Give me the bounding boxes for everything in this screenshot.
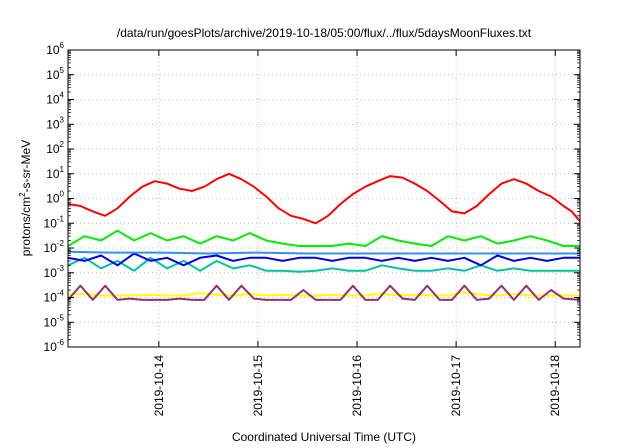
series-lines	[67, 172, 581, 301]
y-tick-label: 10-5	[44, 313, 65, 329]
y-tick-exponent: 4	[60, 91, 65, 100]
series-line	[67, 291, 580, 297]
y-tick-exponent: -3	[57, 264, 65, 273]
x-axis: 2019-10-14 2019-10-15 2019-10-16 2019-10-17…	[152, 50, 562, 416]
y-tick-label: 103	[46, 115, 64, 131]
y-axis: 10-610-510-410-310-210-11001011021031041…	[44, 41, 580, 354]
x-tick-label: 2019-10-15	[251, 355, 265, 417]
y-tick-base: 10	[46, 167, 60, 181]
y-tick-label: 10-3	[44, 264, 65, 280]
y-tick-exponent: -1	[57, 214, 65, 223]
y-tick-exponent: -4	[57, 289, 65, 298]
y-tick-base: 10	[46, 43, 60, 57]
series-line	[67, 229, 580, 247]
x-tick-label: 2019-10-16	[350, 355, 364, 417]
series-line	[67, 284, 581, 301]
y-tick-label: 105	[46, 66, 64, 82]
y-tick-label: 104	[46, 91, 64, 107]
y-tick-base: 10	[44, 266, 58, 280]
y-tick-base: 10	[44, 216, 58, 230]
y-tick-label: 10-1	[44, 214, 65, 230]
y-tick-label: 10-6	[44, 338, 65, 354]
y-axis-label-sup: 2	[18, 192, 27, 197]
x-tick-label: 2019-10-14	[152, 355, 166, 417]
y-tick-exponent: 6	[60, 41, 65, 50]
y-tick-label: 10-2	[44, 239, 65, 255]
y-axis-label-suffix: -s-sr-MeV	[19, 140, 33, 193]
y-tick-exponent: 3	[60, 115, 65, 124]
y-tick-exponent: -5	[57, 313, 65, 322]
y-tick-base: 10	[44, 315, 58, 329]
y-tick-base: 10	[46, 68, 60, 82]
y-tick-label: 100	[46, 190, 64, 206]
y-tick-exponent: -6	[57, 338, 65, 347]
y-tick-base: 10	[46, 117, 60, 131]
y-tick-base: 10	[44, 241, 58, 255]
y-tick-exponent: 2	[60, 140, 65, 149]
y-tick-base: 10	[46, 192, 60, 206]
y-tick-base: 10	[46, 93, 60, 107]
y-tick-label: 102	[46, 140, 64, 156]
y-axis-label-prefix: protons/cm	[19, 197, 33, 256]
x-tick-label: 2019-10-17	[449, 355, 463, 417]
y-tick-base: 10	[46, 142, 60, 156]
series-line	[67, 252, 580, 267]
x-tick-label: 2019-10-18	[548, 355, 562, 417]
grid	[68, 50, 580, 347]
series-line	[67, 172, 581, 225]
y-tick-exponent: 1	[60, 165, 65, 174]
y-tick-base: 10	[44, 340, 58, 354]
y-tick-exponent: 5	[60, 66, 65, 75]
y-tick-label: 10-4	[44, 289, 65, 305]
y-tick-exponent: -2	[57, 239, 65, 248]
series-line	[67, 250, 580, 255]
chart-title: /data/run/goesPlots/archive/2019-10-18/0…	[117, 26, 532, 40]
y-tick-label: 101	[46, 165, 64, 181]
y-tick-base: 10	[44, 291, 58, 305]
x-axis-label: Coordinated Universal Time (UTC)	[232, 430, 416, 444]
y-tick-exponent: 0	[60, 190, 65, 199]
y-axis-label: protons/cm2-s-sr-MeV	[18, 140, 33, 256]
y-tick-label: 106	[46, 41, 64, 57]
